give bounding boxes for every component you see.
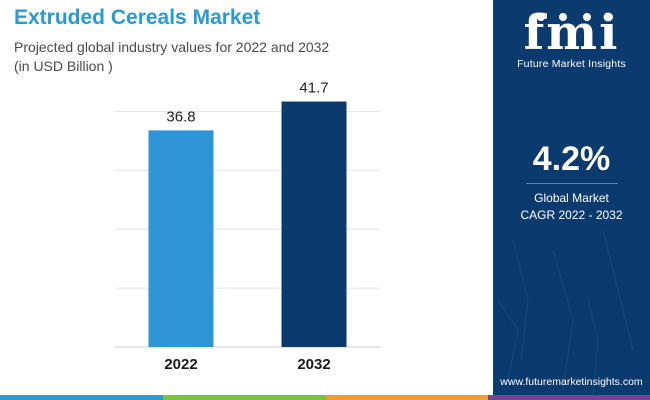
cagr-label-line-2: CAGR 2022 - 2032 (520, 208, 623, 222)
strip-segment-green (163, 395, 326, 400)
x-tick-label-2032: 2032 (297, 356, 330, 373)
logo-text: Future Market Insights (517, 58, 626, 70)
bar-2032 (281, 101, 347, 347)
subtitle-line-2: (in USD Billion ) (14, 58, 113, 74)
logo-icons (537, 13, 613, 21)
cagr-divider (526, 183, 618, 184)
chart-subtitle: Projected global industry values for 202… (14, 38, 329, 76)
x-tick-label-2022: 2022 (164, 356, 197, 373)
bar-chart: 36.8 2022 41.7 2032 (115, 80, 380, 373)
cagr-label: Global Market CAGR 2022 - 2032 (493, 190, 650, 224)
panel-texture (497, 229, 634, 396)
bottom-color-strip (0, 395, 650, 400)
value-label-2022: 36.8 (166, 108, 195, 125)
fmi-logo: fmi Future Market Insights (493, 8, 650, 70)
strip-segment-orange (326, 395, 488, 400)
cagr-value: 4.2% (532, 140, 611, 178)
value-label-2032: 41.7 (299, 80, 328, 97)
cagr-label-line-1: Global Market (534, 191, 609, 205)
strip-segment-purple (488, 395, 650, 400)
subtitle-line-1: Projected global industry values for 202… (14, 39, 330, 55)
bar-2022 (148, 130, 214, 347)
strip-segment-blue (0, 395, 163, 400)
summary-panel: fmi Future Market Insights 4.2% Global M… (493, 0, 650, 400)
website-link[interactable]: www.futuremarketinsights.com (500, 376, 643, 388)
chart-title: Extruded Cereals Market (14, 6, 261, 29)
